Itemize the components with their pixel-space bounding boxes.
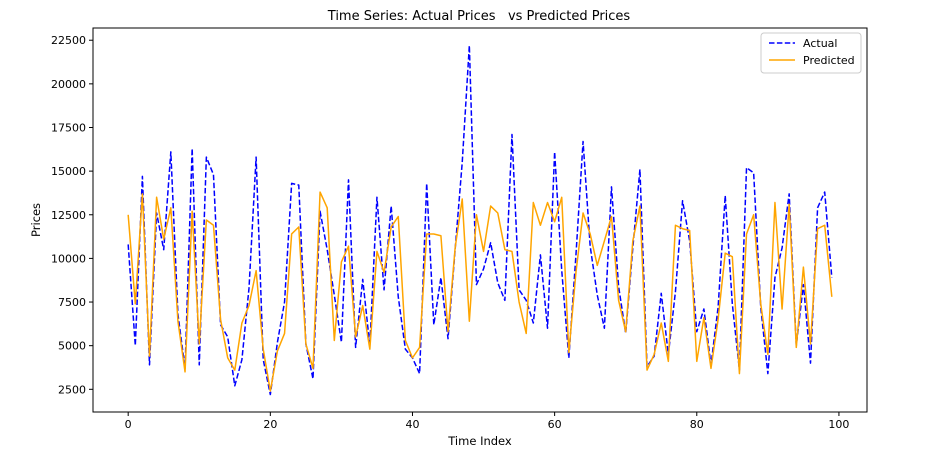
y-tick-label: 22500 [51,34,86,47]
y-tick-label: 20000 [51,78,86,91]
plot-frame [92,27,868,413]
series-line-predicted [127,191,833,392]
legend-label-predicted: Predicted [803,54,855,67]
x-tick-label: 20 [263,418,277,431]
x-tick-label: 80 [690,418,704,431]
y-axis-title: Prices [29,203,43,237]
y-tick-label: 2500 [58,383,86,396]
x-axis: 0 20 40 60 80 100 [125,412,849,431]
series-line-actual [127,44,833,396]
legend: Actual Predicted [760,32,862,74]
x-tick-label: 100 [828,418,849,431]
y-tick-label: 7500 [58,296,86,309]
y-tick-label: 10000 [51,252,86,265]
plot-lines [127,44,833,396]
y-tick-label: 15000 [51,165,86,178]
legend-label-actual: Actual [803,37,837,50]
y-tick-label: 17500 [51,121,86,134]
y-tick-label: 5000 [58,340,86,353]
y-tick-label: 12500 [51,209,86,222]
x-tick-label: 40 [405,418,419,431]
x-tick-label: 0 [125,418,132,431]
y-axis: 2500 5000 7500 10000 12500 15000 17500 20000 225… [51,34,93,396]
chart-title: Time Series: Actual Prices vs Predicted … [327,9,631,24]
x-axis-title: Time Index [447,434,512,448]
x-tick-label: 60 [548,418,562,431]
